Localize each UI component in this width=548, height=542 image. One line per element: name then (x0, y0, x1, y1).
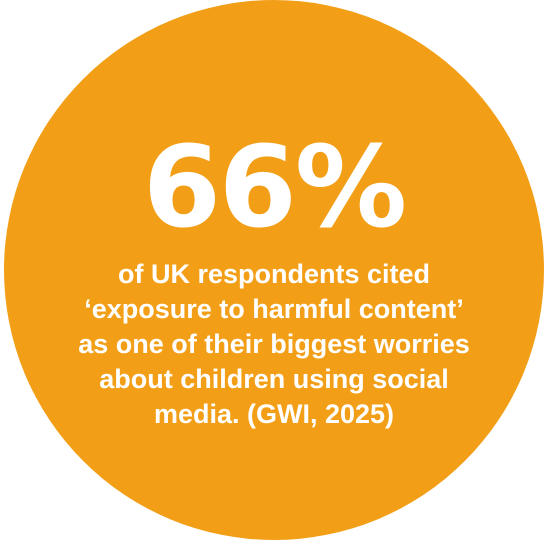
caption-line: of UK respondents cited (117, 259, 431, 289)
caption-line: media. (GWI, 2025) (153, 399, 395, 429)
stat-value: 66% (142, 123, 407, 253)
caption-line: about children using social (99, 364, 449, 394)
stat-circle (4, 0, 544, 540)
caption-line: ‘exposure to harmful content’ (84, 294, 464, 324)
stat-caption: of UK respondents cited ‘exposure to har… (34, 257, 514, 432)
caption-line: as one of their biggest worries (78, 329, 470, 359)
